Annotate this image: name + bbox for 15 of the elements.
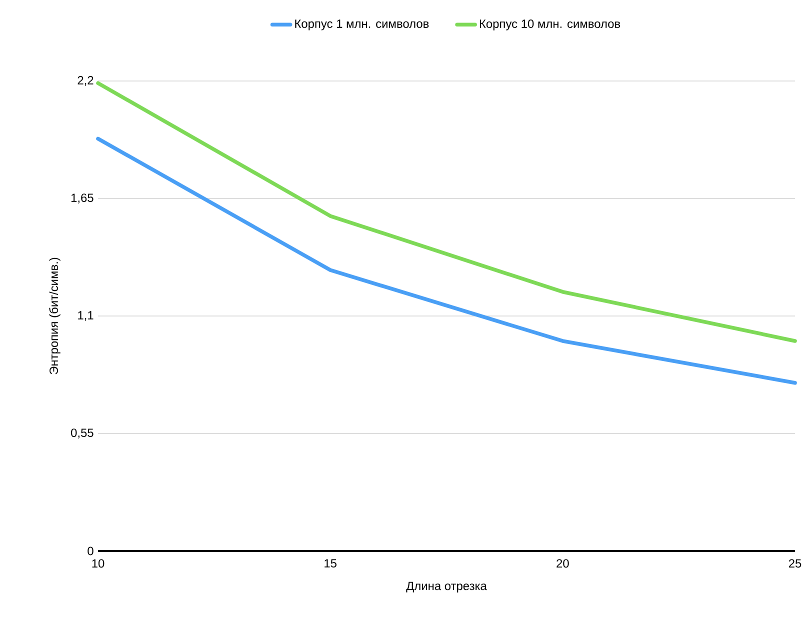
line-series [96,81,797,343]
y-tick-label: 0,55 [71,428,94,438]
x-axis-title: Длина отрезка [406,582,487,593]
x-tick-label: 25 [788,559,802,568]
y-axis-title: Энтропия (бит/симв.) [49,258,60,374]
y-tick-label: 1,1 [78,311,94,321]
x-tick-label: 10 [92,559,104,568]
y-tick-label: 1,65 [71,194,94,204]
y-tick-label: 2,2 [78,76,94,86]
legend-label: Корпус 10 млн. символов [480,20,620,30]
y-tick-label: 0 [88,546,94,556]
legend-label: Корпус 1 млн. символов [295,20,429,30]
x-tick-label: 20 [556,559,569,568]
x-tick-label: 15 [324,559,336,568]
line-series [96,136,797,385]
